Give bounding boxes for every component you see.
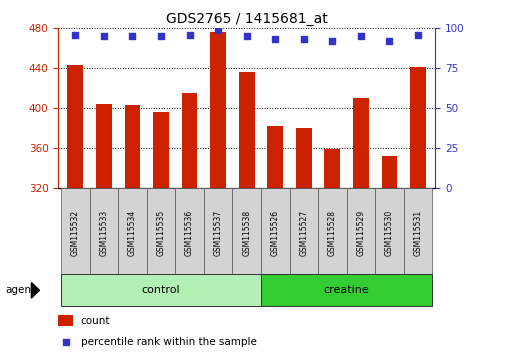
Bar	[89, 188, 118, 274]
Bar	[410, 67, 425, 188]
Point	[385, 38, 393, 44]
Bar	[324, 149, 339, 188]
Bar	[204, 188, 232, 274]
Point	[157, 34, 165, 39]
Text: GSM115530: GSM115530	[384, 210, 393, 256]
Point	[299, 37, 307, 42]
Bar	[175, 188, 204, 274]
Text: count: count	[81, 316, 110, 326]
Text: control: control	[141, 285, 180, 295]
Bar	[381, 156, 396, 188]
Bar	[153, 112, 169, 188]
Point	[62, 339, 70, 345]
Bar	[289, 188, 318, 274]
Point	[271, 37, 279, 42]
Point	[214, 27, 222, 33]
Text: GDS2765 / 1415681_at: GDS2765 / 1415681_at	[166, 12, 327, 27]
Text: creatine: creatine	[323, 285, 369, 295]
Bar	[403, 188, 431, 274]
Bar	[67, 65, 83, 188]
Bar	[261, 188, 289, 274]
Bar	[318, 188, 346, 274]
Point	[99, 34, 108, 39]
Point	[185, 32, 193, 38]
Text: GSM115527: GSM115527	[298, 210, 308, 256]
Text: GSM115535: GSM115535	[156, 210, 165, 256]
Polygon shape	[31, 282, 39, 298]
Point	[71, 32, 79, 38]
Text: GSM115528: GSM115528	[327, 210, 336, 256]
Text: GSM115534: GSM115534	[128, 210, 137, 256]
Bar	[118, 188, 146, 274]
Bar	[61, 188, 89, 274]
Text: percentile rank within the sample: percentile rank within the sample	[81, 337, 256, 347]
Bar	[96, 104, 112, 188]
Text: GSM115529: GSM115529	[356, 210, 365, 256]
Text: GSM115531: GSM115531	[413, 210, 422, 256]
Point	[413, 32, 421, 38]
Point	[242, 34, 250, 39]
Bar	[352, 98, 368, 188]
Bar	[146, 188, 175, 274]
Bar	[210, 32, 226, 188]
Bar	[61, 274, 261, 306]
Bar	[232, 188, 261, 274]
Bar	[346, 188, 374, 274]
Bar	[124, 105, 140, 188]
Text: GSM115537: GSM115537	[213, 210, 222, 256]
Text: GSM115536: GSM115536	[185, 210, 194, 256]
Point	[356, 34, 364, 39]
Text: GSM115526: GSM115526	[270, 210, 279, 256]
Point	[328, 38, 336, 44]
Text: GSM115532: GSM115532	[71, 210, 80, 256]
Bar	[374, 188, 403, 274]
Text: GSM115538: GSM115538	[242, 210, 250, 256]
Bar	[295, 128, 311, 188]
Bar	[58, 315, 73, 326]
Text: agent: agent	[5, 285, 35, 295]
Text: GSM115533: GSM115533	[99, 210, 108, 256]
Point	[128, 34, 136, 39]
Bar	[261, 274, 431, 306]
Bar	[267, 126, 282, 188]
Bar	[238, 72, 254, 188]
Bar	[181, 93, 197, 188]
